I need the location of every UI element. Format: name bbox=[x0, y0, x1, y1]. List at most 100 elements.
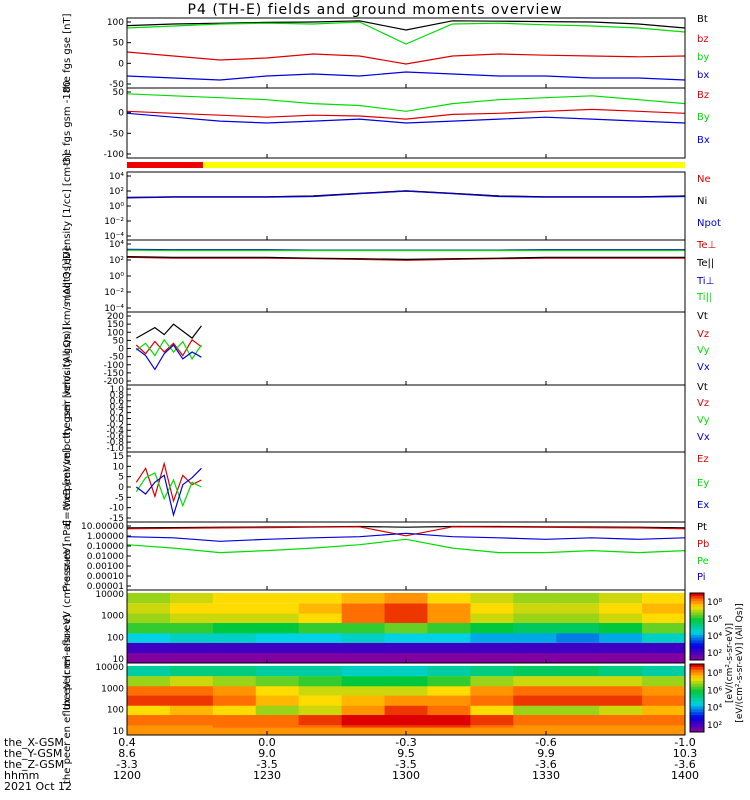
colorbar-0-cell bbox=[690, 629, 704, 633]
colorbar-1-cell bbox=[690, 700, 704, 705]
colorbar-0-frame bbox=[689, 592, 705, 661]
colorbar-1-cell bbox=[690, 669, 704, 673]
panel-8-ytick: 100 bbox=[107, 633, 124, 643]
panel-8-ytick: 10000 bbox=[95, 590, 124, 600]
panel-9-heatmap-cell bbox=[556, 685, 600, 696]
panel-8-heatmap-cell bbox=[427, 592, 471, 604]
panel-7-legend-0: Pt bbox=[697, 522, 707, 533]
panel-8-heatmap-cell bbox=[212, 603, 257, 614]
panel-8-heatmap-cell bbox=[470, 603, 514, 614]
colorbar-1-cell bbox=[690, 666, 704, 671]
panel-8-heatmap-cell bbox=[599, 642, 643, 654]
panel-8-heatmap-cell bbox=[298, 603, 343, 614]
orbit-footer: the_X-GSM the_Y-GSM the_Z-GSM hhmm 2021 … bbox=[4, 737, 72, 792]
panel-8-heatmap-cell bbox=[298, 622, 343, 634]
panel-1-ytick: 0 bbox=[118, 109, 124, 119]
colorbar-0-cell bbox=[690, 612, 704, 616]
panel-5-ytick: -0.8 bbox=[106, 438, 124, 448]
panel-8-heatmap-cell bbox=[513, 603, 557, 614]
panel-3-ytick: 10² bbox=[109, 256, 124, 266]
panel-9-heatmap-cell bbox=[642, 714, 686, 726]
panel-2-ytick: 10² bbox=[109, 187, 124, 197]
panel-9-heatmap-cell bbox=[384, 704, 428, 716]
panel-7-series-pi-line bbox=[126, 532, 686, 542]
panel-5-ytick: -0.4 bbox=[106, 426, 124, 436]
colorbar-0-cell bbox=[690, 618, 704, 622]
panel-8-heatmap-cell bbox=[341, 592, 386, 604]
footer-tick-0-3: -0.6 bbox=[535, 736, 556, 749]
colorbar-1-tick: 10² bbox=[707, 721, 722, 731]
panel-9-heatmap-cell bbox=[169, 695, 214, 706]
panel-8-heatmap-cell bbox=[341, 622, 386, 634]
panel-7-legend-2: Pe bbox=[697, 556, 709, 567]
colorbar-1-cell bbox=[690, 683, 704, 688]
panel-9-heatmap-cell bbox=[556, 695, 600, 706]
footer-tick-3-1: 1230 bbox=[253, 769, 281, 782]
panel-8-heatmap-cell bbox=[255, 622, 300, 634]
panel-8-heatmap-cell bbox=[298, 632, 343, 643]
panel-9-heatmap-cell bbox=[212, 665, 257, 677]
panel-9-heatmap-cell bbox=[642, 676, 686, 687]
panel-1-legend-1: By bbox=[697, 112, 710, 123]
panel-9-heatmap-cell bbox=[599, 676, 643, 687]
panel-9-heatmap-cell bbox=[341, 685, 386, 696]
panel-9-heatmap-cell bbox=[127, 714, 171, 726]
panel-8-heatmap-cell bbox=[127, 632, 171, 643]
panel-8-heatmap-cell bbox=[599, 603, 643, 614]
panel-9-heatmap-cell bbox=[427, 714, 471, 726]
panel-8-heatmap-cell bbox=[298, 612, 343, 624]
panel-3-legend-0: Te⊥ bbox=[696, 240, 716, 251]
panel-6-ytick: -15 bbox=[109, 514, 124, 524]
panel-8-heatmap-cell bbox=[341, 642, 386, 654]
panel-6-frame bbox=[126, 451, 686, 523]
panel-8-heatmap-cell bbox=[255, 603, 300, 614]
panel-4-legend-1: Vz bbox=[697, 329, 709, 340]
footer-tick-1-2: 9.5 bbox=[397, 747, 415, 760]
panel-9-heatmap-cell bbox=[599, 695, 643, 706]
panel-0-legend-3: bx bbox=[697, 70, 709, 81]
footer-tick-1-3: 9.9 bbox=[537, 747, 555, 760]
panel-8-heatmap-cell bbox=[642, 642, 686, 654]
colorbar-1-cell bbox=[690, 709, 704, 713]
panel-8-heatmap-cell bbox=[341, 612, 386, 624]
panel-8-heatmap-cell bbox=[556, 612, 600, 624]
panel-2-ytick: 10⁻⁴ bbox=[104, 232, 124, 242]
panel-6-legend-1: Ey bbox=[697, 478, 709, 489]
panel-9-heatmap-cell bbox=[169, 685, 214, 696]
panel-8-heatmap-cell bbox=[169, 632, 214, 643]
panel-2-series-npot-line bbox=[126, 190, 686, 199]
panel-9-heatmap-cell bbox=[556, 704, 600, 716]
panel-9-heatmap-cell bbox=[298, 704, 343, 716]
panel-5-ytick: -1.0 bbox=[106, 444, 124, 454]
colorbar-0-cell bbox=[690, 598, 704, 602]
panel-7-legend-3: Pi bbox=[697, 572, 706, 583]
panel-8-heatmap-cell bbox=[642, 612, 686, 624]
panel-0-series-by-line bbox=[126, 21, 686, 45]
panel-9-heatmap-cell bbox=[255, 714, 300, 726]
colorbar-1-cell bbox=[690, 686, 704, 690]
panel-9-ytick: 100 bbox=[107, 706, 124, 716]
colorbar-1-cell bbox=[690, 717, 704, 722]
panel-9-heatmap-cell bbox=[513, 676, 557, 687]
panel-8-heatmap-cell bbox=[127, 603, 171, 614]
panel-7-ytick: 0.10000 bbox=[87, 542, 124, 552]
footer-tick-2-4: -3.6 bbox=[674, 758, 695, 771]
panel-9-ylabel: the peer en eflux eV (cm²-s-sr-eV) bbox=[62, 614, 73, 784]
colorbar-0-cell bbox=[690, 601, 704, 605]
panel-9-heatmap-cell bbox=[470, 676, 514, 687]
panel-7-series-pe-line bbox=[126, 538, 686, 554]
panel-8-heatmap-cell bbox=[427, 612, 471, 624]
colorbar-0-cell bbox=[690, 634, 704, 639]
panel-9-heatmap-cell bbox=[341, 714, 386, 726]
panel-0-legend-1: bz bbox=[697, 34, 709, 45]
footer-tick-3-4: 1400 bbox=[671, 769, 699, 782]
footer-label-y: the_Y-GSM bbox=[4, 747, 63, 760]
panel-0-ytick: 0 bbox=[118, 59, 124, 69]
panel-2-legend-1: Ni bbox=[697, 196, 707, 207]
panel-8-heatmap-cell bbox=[513, 612, 557, 624]
panel-5-ytick: 0.4 bbox=[110, 403, 125, 413]
footer-tick-2-3: -3.6 bbox=[535, 758, 556, 771]
colorbar-0-cell bbox=[690, 623, 704, 627]
panel-9-heatmap-cell bbox=[127, 665, 171, 677]
colorbar-0-tick: 10⁴ bbox=[707, 632, 722, 642]
